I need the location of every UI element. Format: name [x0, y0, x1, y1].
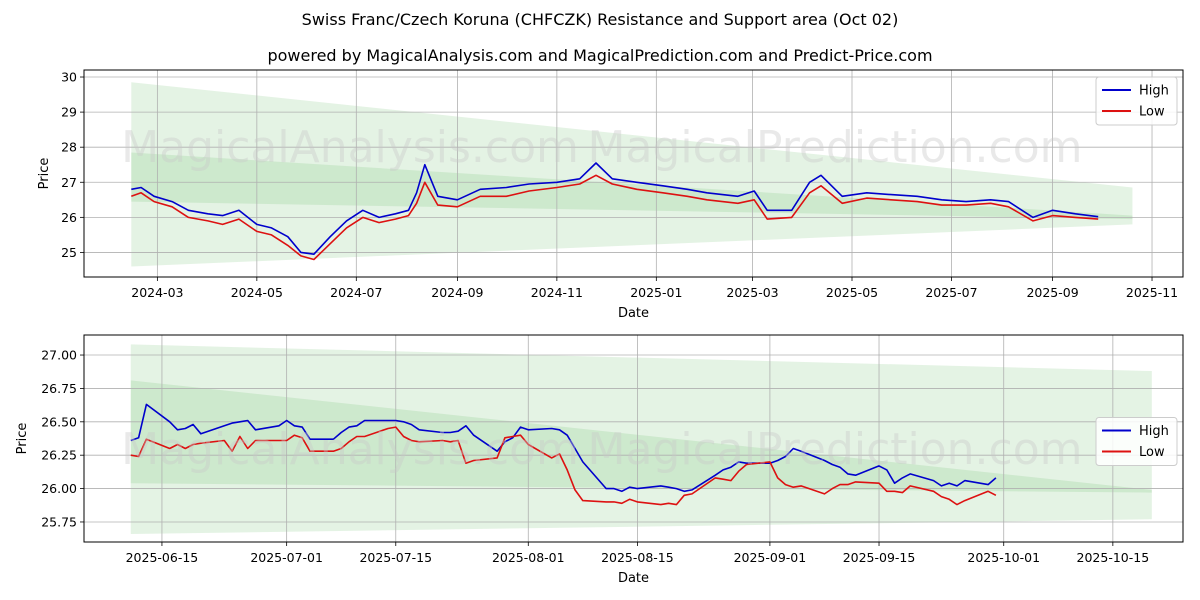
- y-axis-label: Price: [15, 423, 30, 455]
- x-tick-label: 2024-07: [330, 285, 382, 300]
- y-tick-label: 27.00: [41, 348, 77, 363]
- x-tick-label: 2025-03: [726, 285, 778, 300]
- x-tick-label: 2025-07-01: [250, 550, 323, 565]
- x-tick-label: 2025-10-01: [967, 550, 1040, 565]
- series-line-low: [130, 426, 997, 506]
- resistance-support-band-inner: [131, 152, 1133, 220]
- x-axis-label: Date: [618, 306, 649, 321]
- y-tick-label: 29: [61, 105, 77, 120]
- x-tick-label: 2025-08-01: [492, 550, 565, 565]
- x-tick-label: 2025-01: [630, 285, 682, 300]
- watermark-text: MagicalAnalysis.com: [121, 424, 579, 475]
- resistance-support-band-inner: [130, 380, 1152, 493]
- resistance-support-band-outer: [130, 344, 1152, 534]
- chart-panel-2: MagicalAnalysis.com MagicalPrediction.com…: [15, 334, 1184, 586]
- y-tick-label: 26.00: [41, 481, 77, 496]
- resistance-support-band-outer: [131, 82, 1133, 267]
- series-line-high: [131, 162, 1099, 255]
- watermark-text: MagicalAnalysis.com: [121, 122, 579, 173]
- x-tick-label: 2025-10-15: [1077, 550, 1150, 565]
- x-tick-label: 2025-07: [925, 285, 977, 300]
- plot-frame: [83, 69, 1184, 278]
- watermark-text: MagicalPrediction.com: [588, 424, 1083, 475]
- x-tick-label: 2025-09-15: [843, 550, 916, 565]
- legend-label-high: High: [1139, 84, 1169, 99]
- y-tick-label: 26.50: [41, 414, 77, 429]
- y-tick-label: 25.75: [41, 514, 77, 529]
- y-tick-label: 25: [61, 245, 77, 260]
- series-line-high: [130, 403, 997, 493]
- x-tick-label: 2024-03: [131, 285, 183, 300]
- y-tick-label: 26.25: [41, 448, 77, 463]
- x-tick-label: 2025-06-15: [126, 550, 199, 565]
- legend-label-low: Low: [1139, 105, 1165, 120]
- x-axis-label: Date: [618, 571, 649, 586]
- x-tick-label: 2025-07-15: [359, 550, 432, 565]
- series-line-low: [131, 174, 1099, 261]
- y-tick-label: 26: [61, 210, 77, 225]
- x-tick-label: 2024-09: [431, 285, 483, 300]
- y-tick-label: 27: [61, 175, 77, 190]
- legend: High Low: [1095, 417, 1178, 466]
- x-tick-label: 2025-08-15: [601, 550, 674, 565]
- x-tick-label: 2025-05: [826, 285, 878, 300]
- legend-label-high: High: [1139, 424, 1169, 439]
- legend-label-low: Low: [1139, 445, 1165, 460]
- y-tick-label: 28: [61, 140, 77, 155]
- x-tick-label: 2025-09-01: [734, 550, 807, 565]
- x-tick-label: 2025-09: [1026, 285, 1078, 300]
- y-tick-label: 26.75: [41, 381, 77, 396]
- x-tick-label: 2025-11: [1126, 285, 1178, 300]
- chart-subtitle: powered by MagicalAnalysis.com and Magic…: [267, 46, 933, 65]
- chart-title: Swiss Franc/Czech Koruna (CHFCZK) Resist…: [301, 10, 899, 29]
- plot-frame: [83, 334, 1184, 543]
- x-tick-label: 2024-05: [231, 285, 283, 300]
- plot-area: MagicalAnalysis.com MagicalPrediction.com…: [84, 70, 1183, 323]
- watermark-text: MagicalAnalysis.com: [121, 272, 579, 323]
- legend: High Low: [1095, 76, 1178, 126]
- y-tick-label: 30: [61, 70, 77, 85]
- watermark-text: MagicalPrediction.com: [588, 272, 1083, 323]
- x-tick-label: 2024-11: [531, 285, 583, 300]
- y-axis-label: Price: [37, 158, 52, 190]
- chart-panel-1: MagicalAnalysis.com MagicalPrediction.com…: [37, 69, 1184, 323]
- watermark-text: MagicalPrediction.com: [588, 122, 1083, 173]
- plot-area: MagicalAnalysis.com MagicalPrediction.com: [84, 335, 1183, 542]
